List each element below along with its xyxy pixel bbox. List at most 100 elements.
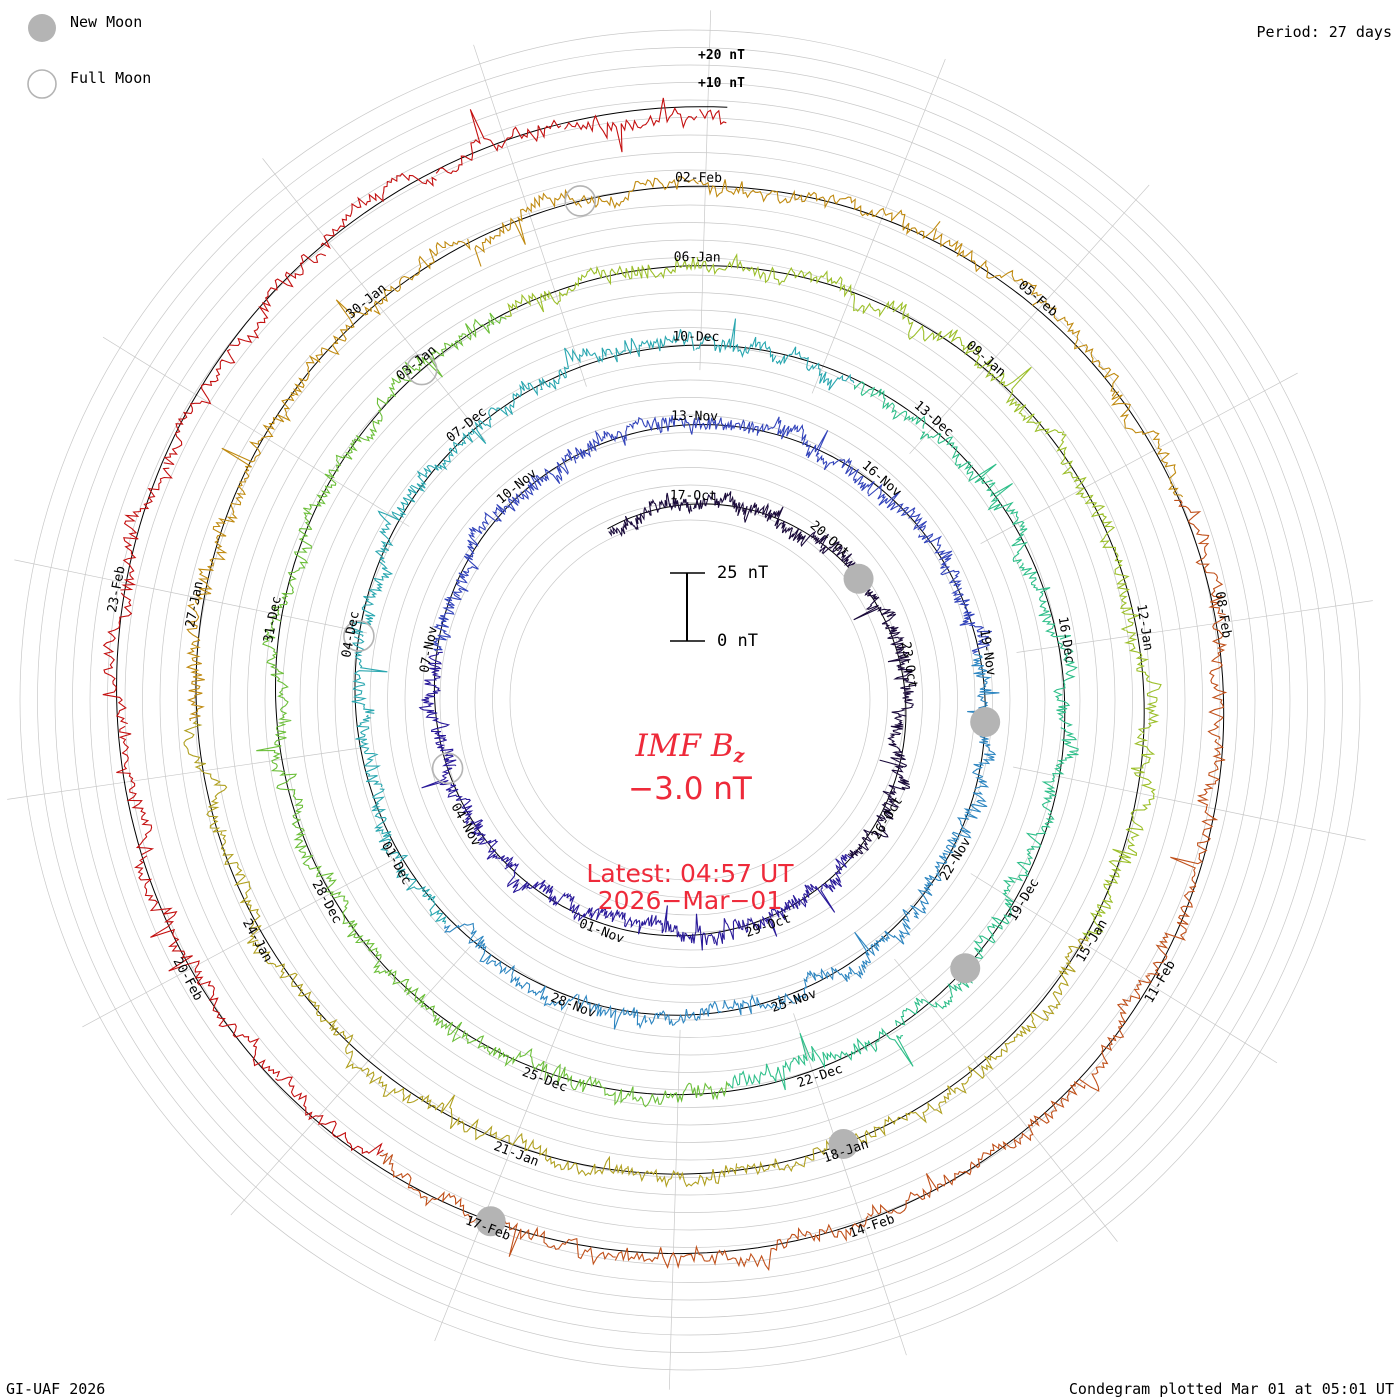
bz-trace-segment [371, 788, 409, 862]
moon-markers [343, 185, 1001, 1237]
bz-trace-segment [765, 884, 813, 937]
bz-trace-segment [648, 1000, 722, 1026]
bz-trace-segment [290, 299, 372, 396]
bz-trace-segment [1174, 499, 1226, 616]
bz-trace-segment [1110, 391, 1184, 498]
bz-trace-segment [194, 972, 281, 1078]
grid-circle [107, 117, 1273, 1283]
date-label: 12-Jan [1133, 603, 1155, 652]
chart-title-subscript: z [733, 745, 745, 767]
bz-trace-segment [627, 1163, 738, 1188]
bz-trace-segment [693, 416, 759, 436]
bz-trace-segment [552, 891, 608, 922]
bz-trace-segment [595, 257, 698, 286]
bz-trace-segment [387, 970, 463, 1043]
bz-trace-segment [728, 1032, 814, 1091]
grid-circle [124, 134, 1256, 1266]
new-moon-marker [828, 1128, 859, 1159]
date-label: 25-Nov [769, 986, 818, 1016]
bz-trace-segment [416, 312, 507, 378]
bz-trace-segment [183, 720, 228, 833]
bz-trace-segment [892, 301, 981, 369]
new-moon-marker [475, 1206, 506, 1237]
date-label: 13-Nov [671, 409, 718, 425]
chart-title-block: IMF Bz −3.0 nT [500, 728, 880, 807]
date-label: 02-Feb [675, 170, 722, 186]
bz-trace-segment [629, 415, 696, 435]
bz-trace-segment [425, 710, 457, 767]
grid-circle [72, 82, 1308, 1318]
bz-trace-segment [816, 454, 875, 494]
bz-trace-segment [775, 346, 855, 391]
full-moon-icon [27, 69, 57, 99]
scale-bar-bottom-label: 0 nT [717, 631, 758, 651]
period-label: Period: 27 days [1256, 23, 1392, 41]
grid-circle [229, 239, 1151, 1161]
bz-trace-segment [374, 485, 418, 564]
grid-circle [194, 204, 1186, 1196]
full-moon-marker [343, 620, 375, 652]
bz-trace-segment [373, 238, 471, 316]
latest-timestamp: Latest: 04:57 UT 2026−Mar−01 [480, 860, 900, 914]
bz-trace-segment [1081, 838, 1138, 940]
grid-spoke [668, 1029, 681, 1390]
bz-trace-segment [894, 972, 973, 1027]
bz-trace-segment [613, 329, 695, 363]
bz-trace-segment [102, 592, 133, 725]
new-moon-marker [950, 953, 981, 984]
bz-trace-segment [221, 394, 295, 499]
bz-trace-segment [252, 942, 338, 1030]
bz-trace-segment [696, 252, 799, 286]
latest-date: 2026−Mar−01 [597, 886, 783, 915]
grid-circle [352, 362, 1028, 1038]
bz-trace-segment [660, 905, 716, 951]
bz-trace-segment [807, 853, 852, 913]
bz-trace-segment [1196, 738, 1226, 863]
bz-trace-segment [461, 1030, 548, 1081]
bz-trace-segment [699, 109, 727, 126]
legend-symbols [27, 14, 57, 99]
bz-trace-segment [1056, 431, 1113, 528]
bz-trace-segment [757, 416, 829, 459]
credit-label: GI-UAF 2026 [6, 1380, 106, 1398]
bz-trace-segment [410, 431, 474, 492]
date-label: 17-Oct [670, 488, 717, 504]
bz-trace-segment [917, 532, 963, 589]
bz-trace-segment [1031, 300, 1120, 397]
bz-trace-segment [269, 528, 312, 622]
bz-trace-segment [418, 651, 443, 712]
new-moon-marker [843, 563, 874, 594]
bz-trace-segment [854, 908, 911, 973]
bz-trace-segment [228, 253, 326, 346]
bz-trace-segment [504, 964, 578, 1012]
grid-circle [142, 152, 1238, 1248]
grid-circle [474, 484, 906, 916]
bz-trace-segment [1125, 733, 1156, 841]
grid-spoke [102, 336, 410, 527]
bz-trace-segment [840, 1100, 945, 1145]
bz-trace-segment [353, 361, 421, 443]
bz-trace-segment [134, 855, 202, 973]
baseline-spiral [116, 106, 1225, 1255]
bz-spiral-series [102, 97, 1228, 1272]
grid-circle [439, 449, 941, 951]
chart-title-main: IMF B [635, 728, 734, 764]
bz-trace-segment [1026, 937, 1089, 1032]
bz-trace-segment [1002, 813, 1055, 893]
grid-circle [282, 292, 1098, 1108]
bz-trace-segment [932, 228, 1042, 297]
bz-trace-segment [1041, 727, 1079, 814]
bz-trace-segment [881, 765, 910, 820]
bz-trace-segment [722, 992, 795, 1016]
bz-trace-segment [194, 496, 242, 606]
grid-spoke [14, 559, 367, 634]
date-label: 05-Feb [1015, 278, 1060, 320]
bz-trace-segment [1147, 856, 1202, 977]
bz-trace-segment [116, 725, 155, 855]
date-label: 16-Dec [1055, 616, 1077, 665]
grid-circle [404, 414, 976, 986]
bz-trace-segment [488, 1215, 616, 1266]
grid-spoke [1013, 766, 1366, 841]
new-moon-icon [28, 14, 56, 42]
bz-trace-segment [330, 1024, 419, 1104]
